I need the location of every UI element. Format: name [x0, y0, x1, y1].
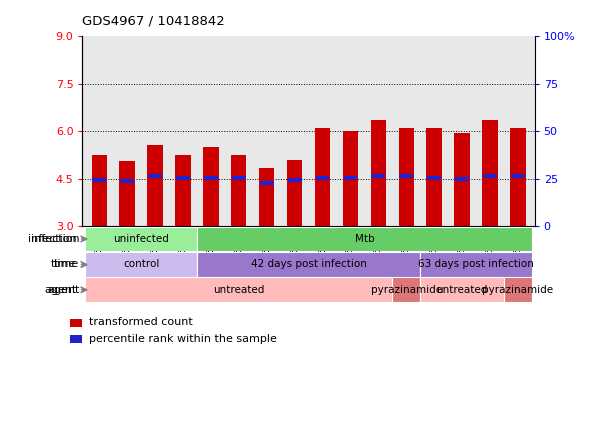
Bar — [70, 319, 82, 327]
Text: percentile rank within the sample: percentile rank within the sample — [89, 333, 276, 343]
Text: time: time — [51, 259, 76, 269]
Bar — [455, 133, 470, 226]
Bar — [70, 335, 82, 343]
Bar — [482, 120, 497, 226]
Bar — [86, 252, 197, 277]
Text: infection: infection — [31, 234, 79, 244]
Text: GDS4967 / 10418842: GDS4967 / 10418842 — [82, 15, 225, 28]
Bar — [426, 128, 442, 226]
Bar — [203, 147, 219, 226]
Bar — [147, 146, 163, 226]
Bar — [510, 128, 525, 226]
Bar — [197, 227, 532, 251]
Text: uninfected: uninfected — [113, 234, 169, 244]
Text: Mtb: Mtb — [354, 234, 374, 244]
Bar — [392, 277, 420, 302]
Text: ▶: ▶ — [79, 234, 89, 244]
Bar — [92, 155, 107, 226]
Text: untreated: untreated — [436, 285, 488, 295]
Text: time: time — [54, 259, 79, 269]
Bar — [398, 128, 414, 226]
Text: agent: agent — [44, 285, 76, 295]
Bar — [197, 252, 420, 277]
Bar — [504, 277, 532, 302]
Text: agent: agent — [47, 285, 79, 295]
Text: 63 days post infection: 63 days post infection — [418, 259, 534, 269]
Bar — [86, 277, 392, 302]
Text: control: control — [123, 259, 159, 269]
Bar — [371, 120, 386, 226]
Bar — [343, 131, 358, 226]
Text: untreated: untreated — [213, 285, 265, 295]
Text: ▶: ▶ — [79, 285, 89, 294]
Text: 42 days post infection: 42 days post infection — [251, 259, 367, 269]
Text: infection: infection — [27, 234, 76, 244]
Bar — [175, 155, 191, 226]
Bar — [120, 161, 135, 226]
Bar — [231, 155, 246, 226]
Text: pyrazinamide: pyrazinamide — [371, 285, 442, 295]
Bar — [287, 160, 302, 226]
Text: ▶: ▶ — [79, 260, 89, 269]
Bar — [420, 277, 504, 302]
Text: transformed count: transformed count — [89, 317, 192, 327]
Bar — [259, 168, 274, 226]
Bar — [315, 128, 330, 226]
Text: pyrazinamide: pyrazinamide — [482, 285, 554, 295]
Bar — [86, 227, 197, 251]
Bar — [420, 252, 532, 277]
